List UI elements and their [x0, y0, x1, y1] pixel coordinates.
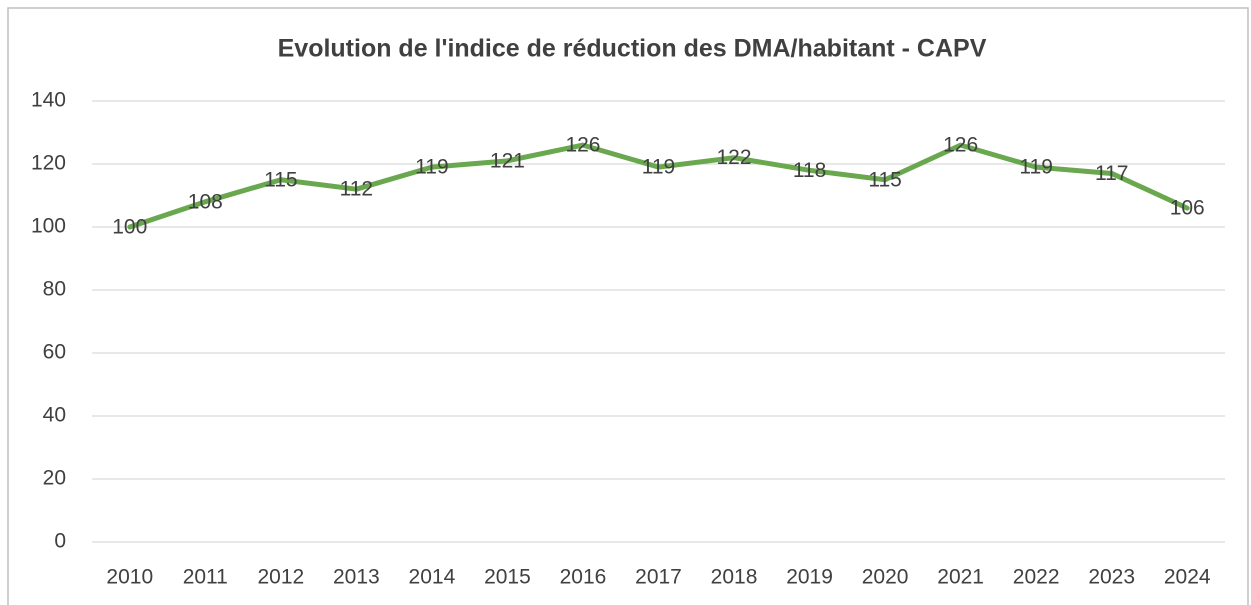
data-label: 112: [340, 178, 373, 201]
y-tick-label: 100: [31, 215, 66, 238]
data-label: 126: [565, 134, 600, 157]
data-label: 115: [264, 168, 297, 191]
y-tick-label: 0: [54, 530, 66, 553]
data-label: 119: [1019, 156, 1052, 179]
y-tick-label: 60: [43, 341, 66, 364]
data-label: 118: [793, 159, 826, 182]
x-tick-label: 2019: [786, 566, 833, 589]
chart-frame: [7, 7, 1249, 605]
x-tick-label: 2017: [635, 566, 682, 589]
x-tick-label: 2013: [333, 566, 380, 589]
data-label: 119: [415, 156, 448, 179]
y-tick-label: 140: [31, 89, 66, 112]
x-tick-label: 2014: [409, 566, 456, 589]
data-label: 106: [1170, 197, 1205, 220]
data-label: 117: [1095, 162, 1128, 185]
x-tick-label: 2012: [257, 566, 304, 589]
y-tick-label: 80: [43, 278, 66, 301]
data-line: [127, 142, 1190, 230]
data-label: 122: [717, 146, 752, 169]
y-tick-label: 40: [43, 404, 66, 427]
data-label: 119: [642, 156, 675, 179]
x-tick-label: 2015: [484, 566, 531, 589]
x-tick-label: 2011: [183, 566, 228, 589]
data-label: 121: [490, 149, 525, 172]
y-tick-label: 20: [43, 467, 66, 490]
x-tick-label: 2023: [1088, 566, 1135, 589]
data-label: 100: [112, 216, 147, 239]
y-tick-label: 120: [31, 152, 66, 175]
x-tick-label: 2018: [711, 566, 758, 589]
x-tick-label: 2022: [1013, 566, 1060, 589]
data-label: 115: [868, 168, 901, 191]
x-tick-label: 2016: [560, 566, 607, 589]
x-tick-label: 2020: [862, 566, 909, 589]
x-tick-label: 2024: [1164, 566, 1211, 589]
data-label: 126: [943, 134, 978, 157]
chart-title: Evolution de l'indice de réduction des D…: [278, 35, 987, 63]
x-tick-label: 2021: [937, 566, 984, 589]
data-label: 108: [188, 190, 223, 213]
x-tick-label: 2010: [106, 566, 153, 589]
